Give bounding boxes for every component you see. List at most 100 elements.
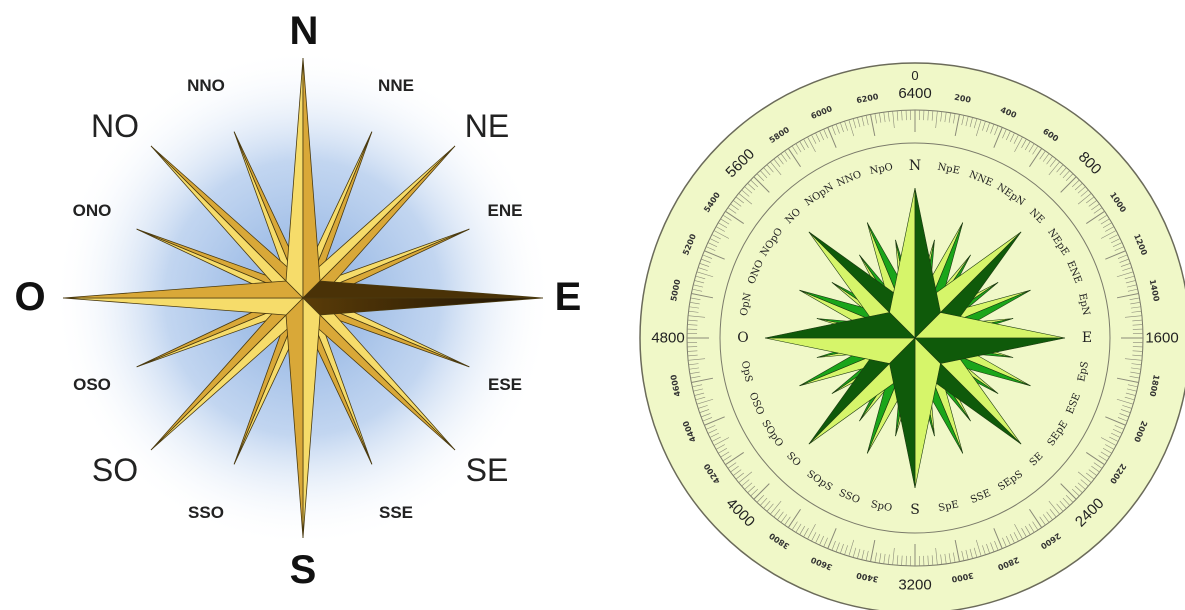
mil-tick (973, 118, 978, 129)
mil-tick (896, 110, 899, 121)
point-label-epn: EpN (1076, 292, 1091, 316)
mil-tick (835, 123, 840, 134)
mil-tick (887, 554, 890, 565)
left-rose-labels: N E S O NE SE SO NO NNE ENE ESE SSE SSO … (14, 9, 581, 592)
mil-tick (1046, 511, 1053, 520)
mil-tick (1126, 284, 1137, 288)
mil-tick (1117, 254, 1128, 259)
mil-tick (1039, 516, 1046, 526)
mil-tick (693, 388, 704, 392)
mil-tick (696, 398, 714, 405)
mil-label-1400: 1400 (1148, 279, 1161, 303)
mil-tick (791, 521, 798, 531)
mil-label-3200: 3200 (898, 577, 931, 594)
mil-tick (1002, 537, 1007, 548)
mil-tick (931, 110, 934, 121)
mil-tick (1086, 472, 1095, 480)
mil-tick (993, 127, 1003, 148)
mil-tick (756, 173, 765, 182)
mil-tick (1114, 246, 1125, 251)
mil-tick (1065, 494, 1074, 503)
mil-tick (852, 118, 857, 129)
mil-tick (1005, 535, 1011, 546)
mil-tick (1056, 164, 1064, 173)
mil-tick (691, 377, 714, 383)
point-label-spo: SpO (870, 499, 893, 514)
intercardinal-label-so: SO (92, 452, 138, 488)
mil-tick (1129, 376, 1140, 379)
mil-tick (689, 371, 700, 374)
mil-tick (844, 545, 848, 555)
mil-tick (1111, 238, 1121, 244)
mil-tick (707, 242, 718, 248)
left-rose-arms (62, 57, 544, 539)
mil-tick (870, 539, 876, 562)
mil-tick (715, 444, 725, 450)
mil-tick (874, 552, 877, 563)
mil-tick (780, 514, 788, 523)
mil-tick (1088, 469, 1097, 476)
mil-tick (733, 200, 742, 207)
mil-tick (1124, 358, 1142, 361)
mil-tick (735, 472, 744, 480)
mil-tick (799, 141, 806, 151)
mil-tick (883, 112, 886, 123)
mil-tick (1080, 189, 1089, 197)
mil-tick (700, 258, 711, 263)
mil-tick (690, 376, 701, 379)
mil-label-4600: 4600 (669, 373, 682, 397)
mil-tick (819, 130, 825, 141)
mil-tick (688, 363, 699, 366)
mil-tick (870, 114, 876, 137)
mil-tick (1124, 396, 1135, 401)
mil-label-5000: 5000 (669, 278, 682, 302)
mil-tick (935, 547, 938, 565)
mil-tick (1127, 288, 1138, 292)
mil-tick (948, 553, 951, 564)
mil-tick (747, 485, 756, 493)
secondary-label-nno: NNO (187, 76, 225, 95)
mil-tick (1120, 409, 1131, 413)
mil-tick (961, 550, 965, 561)
mil-tick (722, 214, 732, 221)
mil-tick (879, 112, 882, 123)
mil-tick (1119, 413, 1130, 418)
mil-tick (687, 350, 698, 352)
point-label-ops: OpS (739, 360, 754, 383)
mil-tick (1093, 462, 1103, 469)
mil-tick (986, 543, 990, 554)
mil-tick (1060, 483, 1077, 500)
mil-tick (688, 358, 706, 361)
mil-tick (1100, 218, 1110, 225)
mil-tick (696, 271, 714, 278)
mil-tick (982, 545, 986, 555)
mil-tick (795, 523, 802, 533)
mil-tick (823, 537, 828, 548)
mil-tick (892, 111, 895, 129)
mil-tick (840, 122, 844, 133)
mil-tick (709, 432, 719, 438)
mil-tick (1098, 455, 1108, 462)
mil-tick (1029, 509, 1043, 528)
mil-tick (1100, 230, 1117, 239)
mil-tick (940, 554, 943, 565)
mil-tick (1105, 250, 1126, 260)
mil-tick (975, 119, 982, 137)
mil-tick (887, 111, 890, 122)
mil-tick (1005, 130, 1011, 141)
mil-tick (1102, 447, 1112, 454)
point-label-eps: EpS (1076, 360, 1091, 382)
mil-tick (811, 532, 817, 542)
mil-tick (688, 315, 706, 318)
mil-tick (1086, 210, 1105, 224)
mil-tick (803, 138, 809, 148)
mil-tick (750, 179, 759, 188)
mil-tick (760, 170, 768, 179)
mil-tick (713, 230, 730, 239)
mil-tick (1049, 158, 1057, 167)
point-label-n: N (909, 158, 921, 174)
mil-tick (722, 455, 732, 462)
mil-tick (1077, 193, 1092, 205)
mil-tick (1130, 306, 1141, 309)
mil-tick (1132, 350, 1143, 352)
